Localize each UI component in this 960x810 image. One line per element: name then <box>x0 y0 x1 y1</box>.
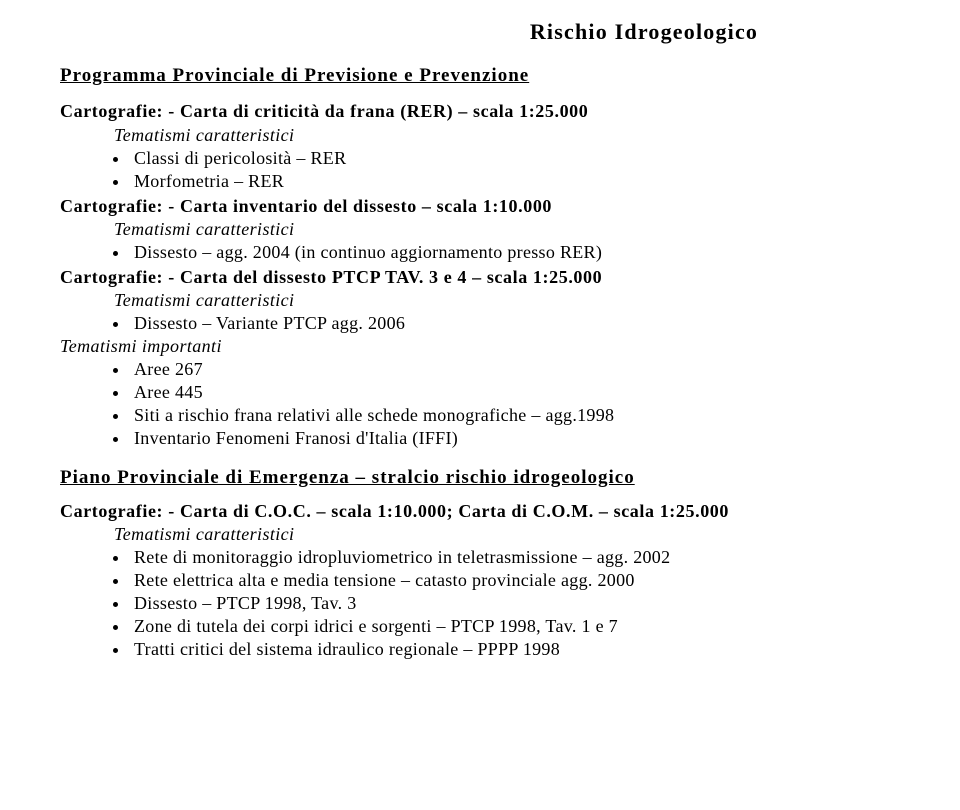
tematismi-caratteristici-label: Tematismi caratteristici <box>114 523 918 546</box>
list-item: Inventario Fenomeni Franosi d'Italia (IF… <box>130 427 918 450</box>
list-item: Dissesto – agg. 2004 (in continuo aggior… <box>130 241 918 264</box>
list-item-text: Aree 267 <box>134 359 203 379</box>
bullet-list: Rete di monitoraggio idropluviometrico i… <box>130 546 918 661</box>
cartografie-line: Cartografie: - Carta inventario del diss… <box>60 195 918 218</box>
section-programma-heading: Programma Provinciale di Previsione e Pr… <box>60 64 918 88</box>
list-item: Dissesto – Variante PTCP agg. 2006 <box>130 312 918 335</box>
bullet-list: Dissesto – Variante PTCP agg. 2006 <box>130 312 918 335</box>
list-item-text: Dissesto – Variante PTCP agg. 2006 <box>134 313 405 333</box>
list-item: Aree 267 <box>130 358 918 381</box>
list-item: Tratti critici del sistema idraulico reg… <box>130 638 918 661</box>
list-item: Rete di monitoraggio idropluviometrico i… <box>130 546 918 569</box>
list-item-text: Rete elettrica alta e media tensione – c… <box>134 570 635 590</box>
cartografie-line: Cartografie: - Carta di C.O.C. – scala 1… <box>60 500 918 523</box>
list-item-text: Zone di tutela dei corpi idrici e sorgen… <box>134 616 618 636</box>
cartografie-line: Cartografie: - Carta del dissesto PTCP T… <box>60 266 918 289</box>
list-item-text: Classi di pericolosità – RER <box>134 148 346 168</box>
tematismi-importanti-label: Tematismi importanti <box>60 335 918 358</box>
list-item-text: Inventario Fenomeni Franosi d'Italia (IF… <box>134 428 458 448</box>
tematismi-caratteristici-label: Tematismi caratteristici <box>114 218 918 241</box>
cartografie-line: Cartografie: - Carta di criticità da fra… <box>60 100 918 123</box>
tematismi-caratteristici-label: Tematismi caratteristici <box>114 124 918 147</box>
bullet-list: Dissesto – agg. 2004 (in continuo aggior… <box>130 241 918 264</box>
list-item: Classi di pericolosità – RER <box>130 147 918 170</box>
list-item: Aree 445 <box>130 381 918 404</box>
list-item: Dissesto – PTCP 1998, Tav. 3 <box>130 592 918 615</box>
bullet-list: Classi di pericolosità – RER Morfometria… <box>130 147 918 193</box>
list-item: Siti a rischio frana relativi alle sched… <box>130 404 918 427</box>
list-item: Rete elettrica alta e media tensione – c… <box>130 569 918 592</box>
list-item-text: Dissesto – PTCP 1998, Tav. 3 <box>134 593 357 613</box>
list-item-text: Rete di monitoraggio idropluviometrico i… <box>134 547 670 567</box>
list-item-text: Tratti critici del sistema idraulico reg… <box>134 639 560 659</box>
tematismi-caratteristici-label: Tematismi caratteristici <box>114 289 918 312</box>
list-item-text: Morfometria – RER <box>134 171 284 191</box>
list-item: Zone di tutela dei corpi idrici e sorgen… <box>130 615 918 638</box>
list-item-text: Dissesto – agg. 2004 (in continuo aggior… <box>134 242 602 262</box>
section-piano-heading: Piano Provinciale di Emergenza – stralci… <box>60 466 918 490</box>
document-page: Rischio Idrogeologico Programma Provinci… <box>0 0 960 661</box>
page-title: Rischio Idrogeologico <box>60 18 918 46</box>
bullet-list: Aree 267 Aree 445 Siti a rischio frana r… <box>130 358 918 450</box>
list-item-text: Siti a rischio frana relativi alle sched… <box>134 405 614 425</box>
list-item-text: Aree 445 <box>134 382 203 402</box>
list-item: Morfometria – RER <box>130 170 918 193</box>
